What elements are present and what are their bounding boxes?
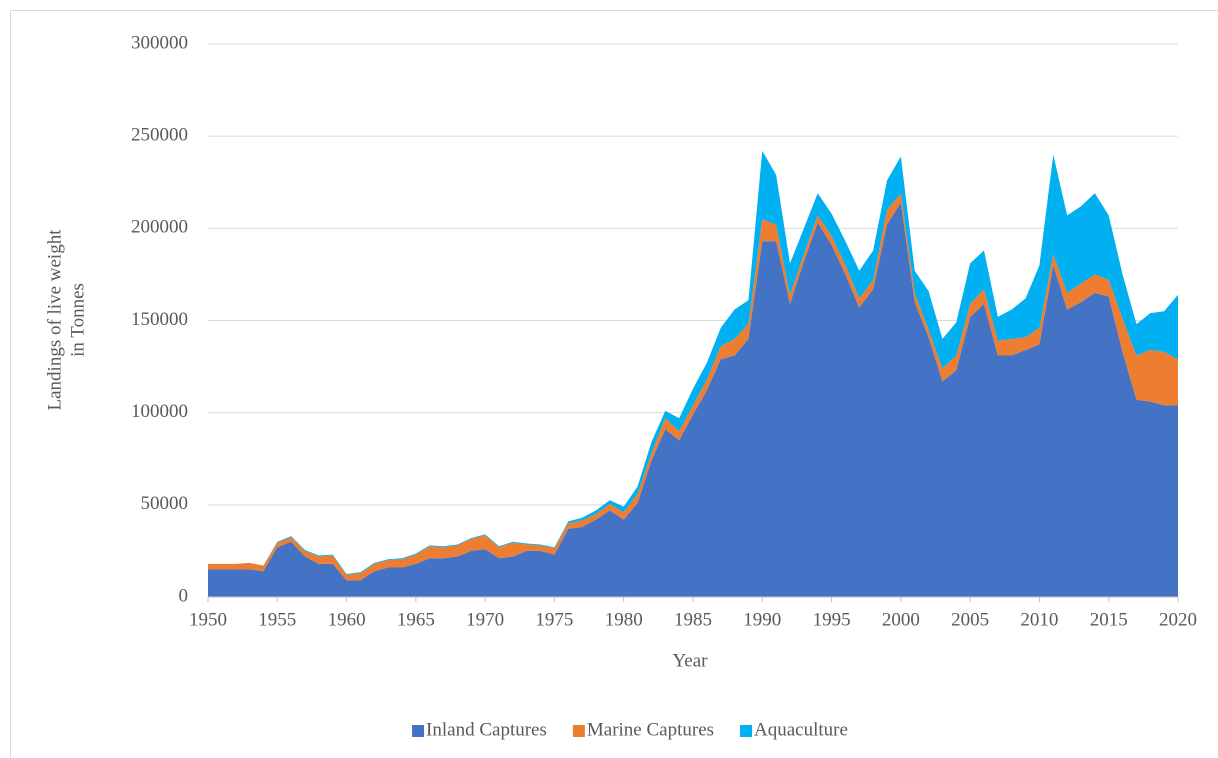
legend-label: Marine Captures [587, 719, 714, 740]
legend-swatch [740, 725, 753, 737]
y-tick-label: 0 [179, 585, 189, 606]
y-tick-label: 100000 [131, 401, 188, 422]
x-tick-label: 1950 [189, 609, 227, 630]
x-tick-label: 1960 [328, 609, 366, 630]
x-tick-label: 1970 [466, 609, 504, 630]
legend-label: Inland Captures [426, 719, 547, 740]
x-tick-label: 1980 [605, 609, 643, 630]
x-tick-label: 1985 [674, 609, 712, 630]
legend-swatch [572, 725, 585, 737]
x-tick-label: 2000 [882, 609, 920, 630]
x-tick-label: 2005 [951, 609, 989, 630]
area [208, 202, 1178, 597]
y-tick-label: 300000 [131, 32, 188, 53]
x-tick-label: 2010 [1020, 609, 1058, 630]
y-axis-label-line: Landings of live weight [44, 229, 65, 411]
legend-swatch [412, 725, 425, 737]
y-tick-label: 200000 [131, 217, 188, 238]
x-tick-label: 1990 [743, 609, 781, 630]
x-tick-label: 1965 [397, 609, 435, 630]
legend-label: Aquaculture [754, 719, 848, 740]
y-tick-label: 150000 [131, 309, 188, 330]
y-tick-label: 250000 [131, 125, 188, 146]
y-axis-label-line: in Tonnes [67, 283, 88, 357]
x-tick-label: 2020 [1159, 609, 1197, 630]
x-tick-label: 1955 [258, 609, 296, 630]
x-tick-label: 1975 [535, 609, 573, 630]
x-tick-label: 2015 [1090, 609, 1128, 630]
x-tick-label: 1995 [813, 609, 851, 630]
x-axis-label: Year [672, 650, 708, 671]
y-tick-label: 50000 [141, 493, 189, 514]
y-axis-label: Landings of live weight in Tonnes [44, 229, 88, 411]
